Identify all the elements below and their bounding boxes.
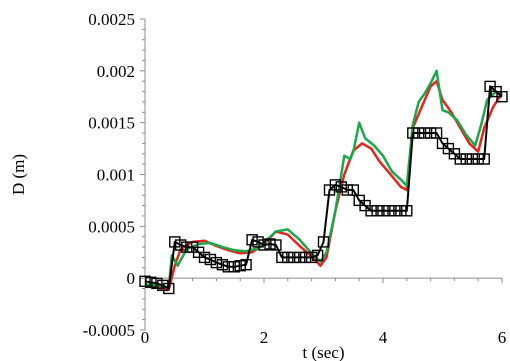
data-point-marker [222,261,235,273]
data-point-marker [288,251,300,264]
data-point-marker [335,181,347,193]
data-point-marker [163,282,175,295]
data-point-marker [407,127,419,139]
data-point-marker [174,239,187,251]
data-point-marker [365,205,377,217]
data-point-marker [228,261,241,273]
plot-frame [144,19,502,330]
data-point-marker [466,153,478,165]
data-point-marker [282,251,294,264]
data-point-marker [180,241,193,253]
x-axis-ticks: 0 2 4 6 [141,278,507,347]
data-point-marker [210,256,223,269]
data-point-marker [258,239,270,251]
data-point-marker [377,205,389,217]
data-point-marker [424,127,437,139]
y-tick-label: 0.0015 [88,114,135,133]
y-tick-label: 0.0025 [88,10,135,29]
y-tick-label: 0.002 [97,62,135,81]
x-tick-label: 4 [379,328,388,347]
y-tick-label: 0.001 [97,166,135,185]
data-point-marker [401,205,413,217]
data-point-marker [246,234,258,246]
data-point-marker [145,276,157,288]
y-tick-label: 0 [127,269,136,288]
data-point-marker [305,251,318,264]
data-point-marker [294,251,306,264]
y-tick-label: 0.0005 [88,217,135,236]
data-point-marker [496,90,508,103]
y-axis-title: D (m) [9,154,28,195]
data-point-marker [430,127,443,139]
y-tick-label: -0.0005 [83,321,135,340]
series-line [144,69,503,289]
data-point-marker [216,259,229,271]
data-point-marker [299,251,312,264]
x-axis-title: t (sec) [302,343,344,361]
data-point-marker [311,249,324,262]
data-point-marker [139,275,151,287]
data-point-marker [264,238,276,250]
data-point-marker [204,253,217,266]
data-point-marker [270,239,282,251]
data-point-marker [341,184,353,196]
x-tick-label: 6 [498,328,507,347]
data-point-marker [157,279,169,292]
series-line [144,85,503,290]
series-2 [144,69,503,289]
data-point-marker [478,153,490,165]
data-point-marker [252,236,264,248]
data-point-marker [454,153,466,165]
x-tick-label: 2 [260,328,269,347]
data-point-marker [169,236,181,248]
data-point-marker [151,277,163,290]
data-point-marker [413,127,425,139]
data-point-marker [198,251,211,264]
data-point-marker [240,259,252,271]
y-axis-ticks: -0.0005 0 0.0005 0.001 0.0015 0.002 0.0025 [83,10,145,340]
data-point-marker [418,127,431,139]
data-point-marker [389,205,401,217]
data-point-marker [276,251,288,264]
data-point-marker [317,236,330,248]
data-point-marker [383,205,395,217]
series-layer [139,69,508,295]
data-point-marker [347,184,359,196]
series-0 [139,80,508,295]
data-point-marker [460,153,472,165]
data-point-marker [371,205,383,217]
data-point-marker [234,260,246,272]
data-point-marker [472,153,484,165]
x-tick-label: 0 [141,328,150,347]
data-point-marker [329,179,342,191]
data-point-marker [395,205,407,217]
